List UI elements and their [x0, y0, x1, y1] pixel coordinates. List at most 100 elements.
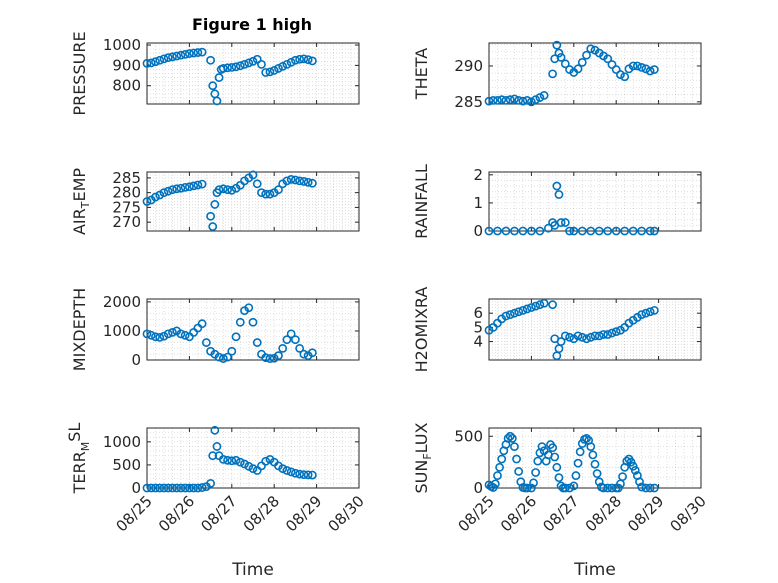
y-tick-label: 500 — [454, 427, 483, 445]
data-point — [645, 66, 655, 76]
data-point — [603, 54, 613, 64]
y-axis-label: TERRMSL — [65, 423, 92, 495]
data-point — [151, 57, 160, 67]
data-point — [611, 327, 621, 337]
data-point — [497, 95, 507, 105]
data-point — [299, 349, 309, 359]
data-point — [265, 354, 275, 363]
data-point — [592, 469, 602, 478]
data-point — [244, 303, 254, 313]
y-tick-label: 1 — [473, 194, 483, 212]
data-point — [575, 447, 585, 457]
x-tick-label: 08/29 — [624, 492, 667, 535]
data-point — [539, 90, 549, 100]
data-point — [231, 62, 241, 72]
data-point — [303, 177, 313, 187]
data-point — [556, 52, 566, 62]
data-point — [628, 61, 638, 71]
data-point — [645, 307, 655, 317]
data-point — [168, 185, 177, 195]
data-point — [554, 473, 564, 483]
data-point — [560, 218, 570, 227]
data-point — [295, 54, 305, 64]
data-point — [197, 483, 207, 492]
data-point — [527, 303, 536, 312]
x-tick-label: 08/28 — [240, 492, 283, 535]
data-point — [193, 48, 203, 57]
data-point — [622, 456, 632, 466]
data-point — [208, 81, 218, 91]
data-point — [227, 185, 237, 195]
y-tick-label: 2000 — [103, 293, 141, 311]
data-point — [630, 466, 640, 475]
data-point — [155, 55, 165, 65]
data-point — [505, 310, 515, 320]
data-point — [493, 96, 502, 105]
data-point — [586, 226, 596, 236]
data-point — [501, 311, 511, 321]
data-point — [518, 96, 528, 106]
x-tick-label: 08/29 — [282, 492, 325, 535]
data-point — [146, 483, 156, 493]
data-point — [594, 331, 604, 341]
data-point — [286, 57, 296, 67]
data-point — [261, 456, 271, 466]
data-point — [286, 174, 296, 184]
subplot-theta: 285 290 THETA — [412, 40, 702, 111]
data-point — [180, 49, 190, 59]
data-point — [163, 329, 173, 339]
data-point — [248, 317, 258, 327]
data-point — [531, 95, 541, 105]
data-point — [582, 334, 591, 344]
data-point — [218, 354, 228, 363]
data-point — [142, 197, 152, 206]
data-point — [510, 308, 519, 318]
data-point — [176, 329, 186, 339]
axes-frame — [488, 171, 702, 232]
data-point — [533, 456, 543, 466]
x-tick-label: 08/27 — [539, 492, 582, 535]
data-point — [159, 54, 169, 64]
data-point — [512, 454, 521, 464]
data-point — [269, 66, 279, 75]
data-point — [565, 226, 574, 236]
data-point — [146, 330, 156, 340]
data-point — [620, 226, 630, 236]
data-point — [594, 226, 604, 236]
data-point — [507, 433, 517, 443]
data-point — [607, 60, 617, 69]
data-point — [522, 483, 532, 493]
data-point — [168, 52, 177, 62]
data-point — [244, 461, 254, 471]
data-point — [590, 331, 600, 341]
y-tick-label: 1000 — [103, 433, 141, 451]
data-point — [577, 226, 587, 236]
data-point — [282, 176, 292, 186]
data-point — [641, 308, 651, 318]
data-point — [278, 61, 288, 71]
data-point — [278, 343, 288, 353]
y-label-main: THETA — [412, 48, 431, 100]
y-tick-label: 280 — [112, 184, 141, 202]
data-point — [248, 170, 258, 180]
data-point — [244, 58, 254, 68]
data-point — [227, 63, 237, 72]
y-axis-label: PRESSURE — [70, 31, 89, 115]
data-point — [235, 317, 245, 327]
data-point — [641, 64, 651, 74]
data-point — [184, 182, 194, 192]
y-tick-label: 285 — [454, 93, 483, 111]
data-point — [274, 64, 283, 73]
data-point — [197, 319, 207, 329]
x-tick-label: 08/25 — [113, 492, 156, 535]
data-point — [505, 431, 515, 441]
y-tick-label: 900 — [112, 56, 141, 74]
x-tick-label: 08/30 — [325, 492, 368, 535]
data-point — [290, 335, 300, 345]
data-point — [548, 300, 557, 310]
data-point — [560, 59, 570, 69]
data-point — [505, 95, 515, 105]
data-point — [218, 64, 228, 73]
data-point — [189, 483, 199, 493]
data-point — [261, 68, 271, 77]
